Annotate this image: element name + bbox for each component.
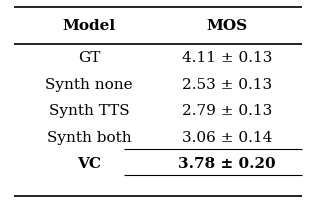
Text: MOS: MOS [206, 19, 247, 33]
Text: Model: Model [63, 19, 116, 33]
Text: Synth TTS: Synth TTS [49, 104, 130, 118]
Text: 2.79 ± 0.13: 2.79 ± 0.13 [182, 104, 272, 118]
Text: 4.11 ± 0.13: 4.11 ± 0.13 [182, 51, 272, 65]
Text: GT: GT [78, 51, 100, 65]
Text: 3.06 ± 0.14: 3.06 ± 0.14 [182, 131, 272, 145]
Text: Synth none: Synth none [45, 78, 133, 92]
Text: 2.53 ± 0.13: 2.53 ± 0.13 [182, 78, 272, 92]
Text: Synth both: Synth both [47, 131, 131, 145]
Text: 3.78 ± 0.20: 3.78 ± 0.20 [178, 157, 276, 171]
Text: VC: VC [77, 157, 101, 171]
